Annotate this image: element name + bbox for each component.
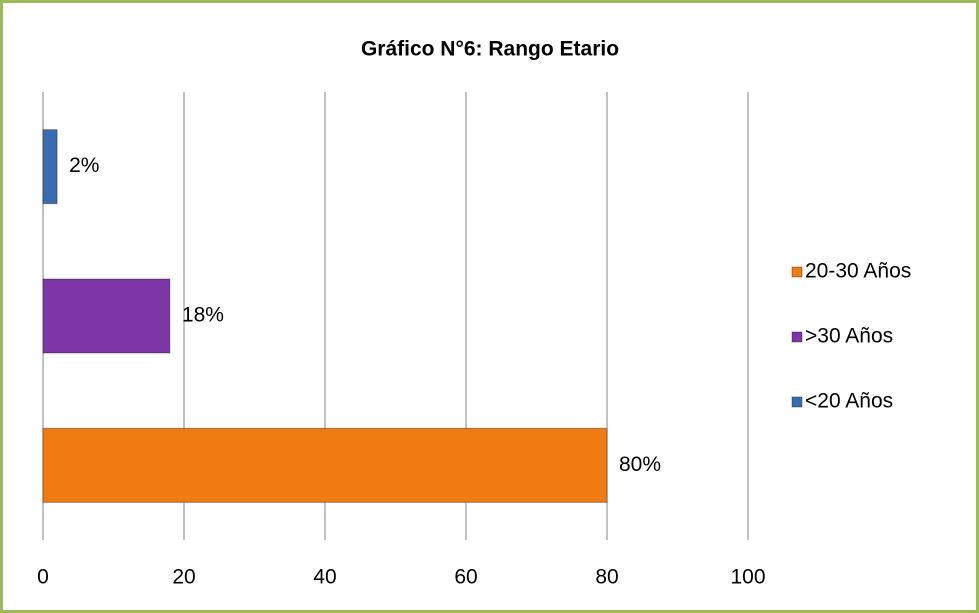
x-tick-label: 60 [454, 566, 477, 589]
legend-label: <20 Años [805, 390, 893, 413]
bar [42, 427, 608, 503]
legend-swatch [791, 266, 803, 278]
data-label: 18% [182, 304, 224, 327]
data-label: 2% [69, 154, 99, 177]
bar [42, 129, 58, 205]
x-tick-label: 100 [730, 566, 765, 589]
x-tick-label: 0 [37, 566, 49, 589]
bar [42, 278, 171, 354]
legend-swatch [791, 396, 803, 408]
x-tick-label: 20 [172, 566, 195, 589]
legend-swatch [791, 331, 803, 343]
chart-title: Gráfico N°6: Rango Etario [361, 38, 619, 61]
x-tick-label: 80 [595, 566, 618, 589]
data-label: 80% [619, 453, 661, 476]
x-tick-label: 40 [313, 566, 336, 589]
legend-label: 20-30 Años [805, 260, 911, 283]
legend-label: >30 Años [805, 325, 893, 348]
